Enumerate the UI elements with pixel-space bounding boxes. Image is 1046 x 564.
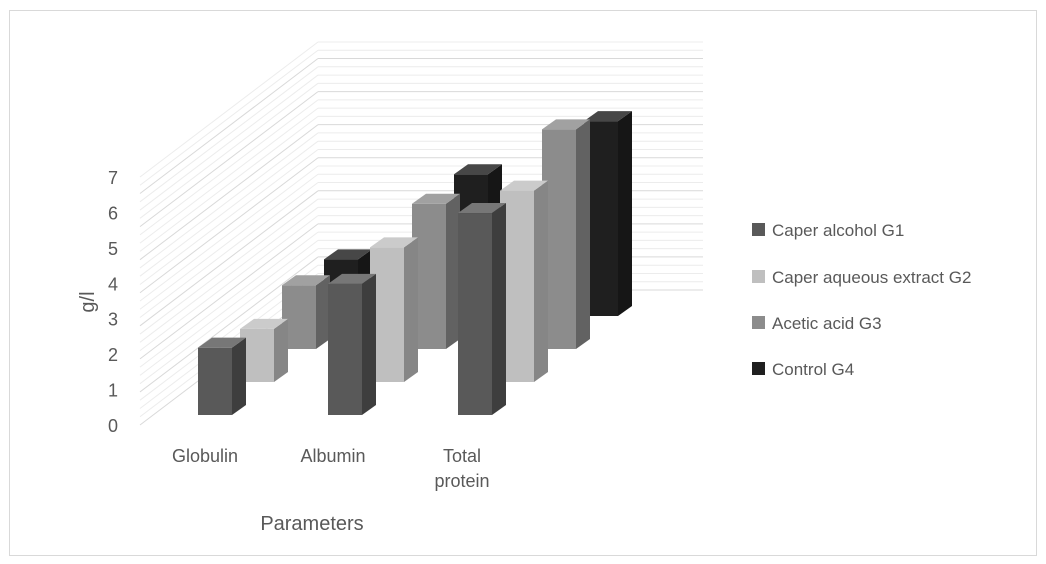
side-gridline bbox=[139, 124, 319, 261]
y-tick-label: 0 bbox=[108, 416, 118, 436]
bar bbox=[198, 337, 246, 415]
side-gridline bbox=[139, 223, 319, 360]
x-category-label: Albumin bbox=[300, 446, 365, 466]
bar-top bbox=[542, 119, 590, 130]
x-category-label: Globulin bbox=[172, 446, 238, 466]
y-tick-label: 1 bbox=[108, 381, 118, 401]
legend-label: Acetic acid G3 bbox=[772, 314, 882, 333]
bar-top bbox=[324, 249, 372, 260]
bar-top bbox=[584, 111, 632, 122]
side-gridline bbox=[139, 198, 319, 335]
bar-top bbox=[282, 275, 330, 286]
y-tick-label: 6 bbox=[108, 203, 118, 223]
bar-side bbox=[274, 318, 288, 382]
bar-top bbox=[198, 337, 246, 348]
bar-front bbox=[198, 347, 232, 415]
x-axis-title: Parameters bbox=[260, 513, 363, 535]
y-axis-ticks: 0 1 2 3 4 5 6 7 bbox=[108, 168, 118, 436]
bar bbox=[412, 193, 460, 349]
legend-label: Control G4 bbox=[772, 360, 854, 379]
legend-item: Caper alcohol G1 bbox=[752, 221, 904, 240]
bar-top bbox=[412, 193, 460, 204]
bar-top bbox=[458, 203, 506, 214]
legend-label: Caper alcohol G1 bbox=[772, 221, 904, 240]
bar-top bbox=[500, 180, 548, 191]
bar-side bbox=[534, 180, 548, 382]
side-gridline bbox=[139, 41, 319, 178]
side-gridline bbox=[139, 190, 319, 327]
bar bbox=[500, 180, 548, 382]
bar-side bbox=[404, 237, 418, 382]
bar bbox=[240, 318, 288, 382]
bar-side bbox=[446, 193, 460, 349]
side-gridline bbox=[139, 132, 319, 269]
side-gridline bbox=[139, 256, 319, 393]
bar bbox=[584, 111, 632, 317]
bar-top bbox=[240, 318, 288, 329]
legend-swatch bbox=[752, 316, 765, 329]
bar bbox=[328, 273, 376, 415]
side-gridline bbox=[139, 99, 319, 236]
legend-swatch bbox=[752, 270, 765, 283]
side-gridline bbox=[139, 58, 319, 194]
side-gridline bbox=[139, 240, 319, 376]
side-gridline bbox=[139, 248, 319, 385]
y-tick-label: 7 bbox=[108, 168, 118, 188]
x-axis-categories: Globulin Albumin Total protein bbox=[172, 446, 490, 491]
side-gridline bbox=[139, 149, 319, 285]
side-gridline bbox=[139, 116, 319, 252]
legend-swatch bbox=[752, 223, 765, 236]
bar-side bbox=[232, 337, 246, 415]
side-gridline bbox=[139, 215, 319, 351]
side-gridline bbox=[139, 66, 319, 203]
bar-front bbox=[458, 213, 492, 415]
legend-item: Acetic acid G3 bbox=[752, 314, 882, 333]
bar bbox=[282, 275, 330, 349]
bar-side bbox=[316, 275, 330, 349]
bar-top bbox=[454, 164, 502, 175]
bar-side bbox=[618, 111, 632, 317]
x-category-label: Total bbox=[443, 446, 481, 466]
bar-side bbox=[576, 119, 590, 349]
side-gridline bbox=[139, 157, 319, 294]
bar-top bbox=[328, 273, 376, 284]
x-category-label: protein bbox=[434, 471, 489, 491]
side-gridline bbox=[139, 206, 319, 343]
bar bbox=[370, 237, 418, 382]
side-gridline bbox=[139, 173, 319, 310]
side-gridline bbox=[139, 49, 319, 186]
legend: Caper alcohol G1 Caper aqueous extract G2… bbox=[752, 221, 971, 379]
side-gridline bbox=[139, 165, 319, 302]
y-axis-title: g/l bbox=[77, 291, 99, 312]
bar-side bbox=[362, 273, 376, 415]
side-gridline bbox=[139, 182, 319, 318]
side-gridline bbox=[139, 91, 319, 227]
y-tick-label: 5 bbox=[108, 239, 118, 259]
side-wall bbox=[140, 40, 318, 425]
legend-item: Caper aqueous extract G2 bbox=[752, 268, 971, 287]
side-gridline bbox=[139, 140, 319, 277]
side-gridline bbox=[139, 107, 319, 244]
y-tick-label: 4 bbox=[108, 274, 118, 294]
chart-walls bbox=[140, 40, 318, 425]
legend-label: Caper aqueous extract G2 bbox=[772, 268, 971, 287]
y-tick-label: 3 bbox=[108, 310, 118, 330]
bar-side bbox=[492, 203, 506, 415]
legend-item: Control G4 bbox=[752, 360, 854, 379]
side-gridline bbox=[139, 82, 319, 219]
bar-front bbox=[328, 283, 362, 415]
bar bbox=[542, 119, 590, 349]
y-tick-label: 2 bbox=[108, 345, 118, 365]
legend-swatch bbox=[752, 362, 765, 375]
side-gridline bbox=[139, 231, 319, 368]
bar bbox=[458, 203, 506, 415]
side-gridline bbox=[139, 74, 319, 211]
bar-top bbox=[370, 237, 418, 248]
bars bbox=[198, 111, 632, 415]
